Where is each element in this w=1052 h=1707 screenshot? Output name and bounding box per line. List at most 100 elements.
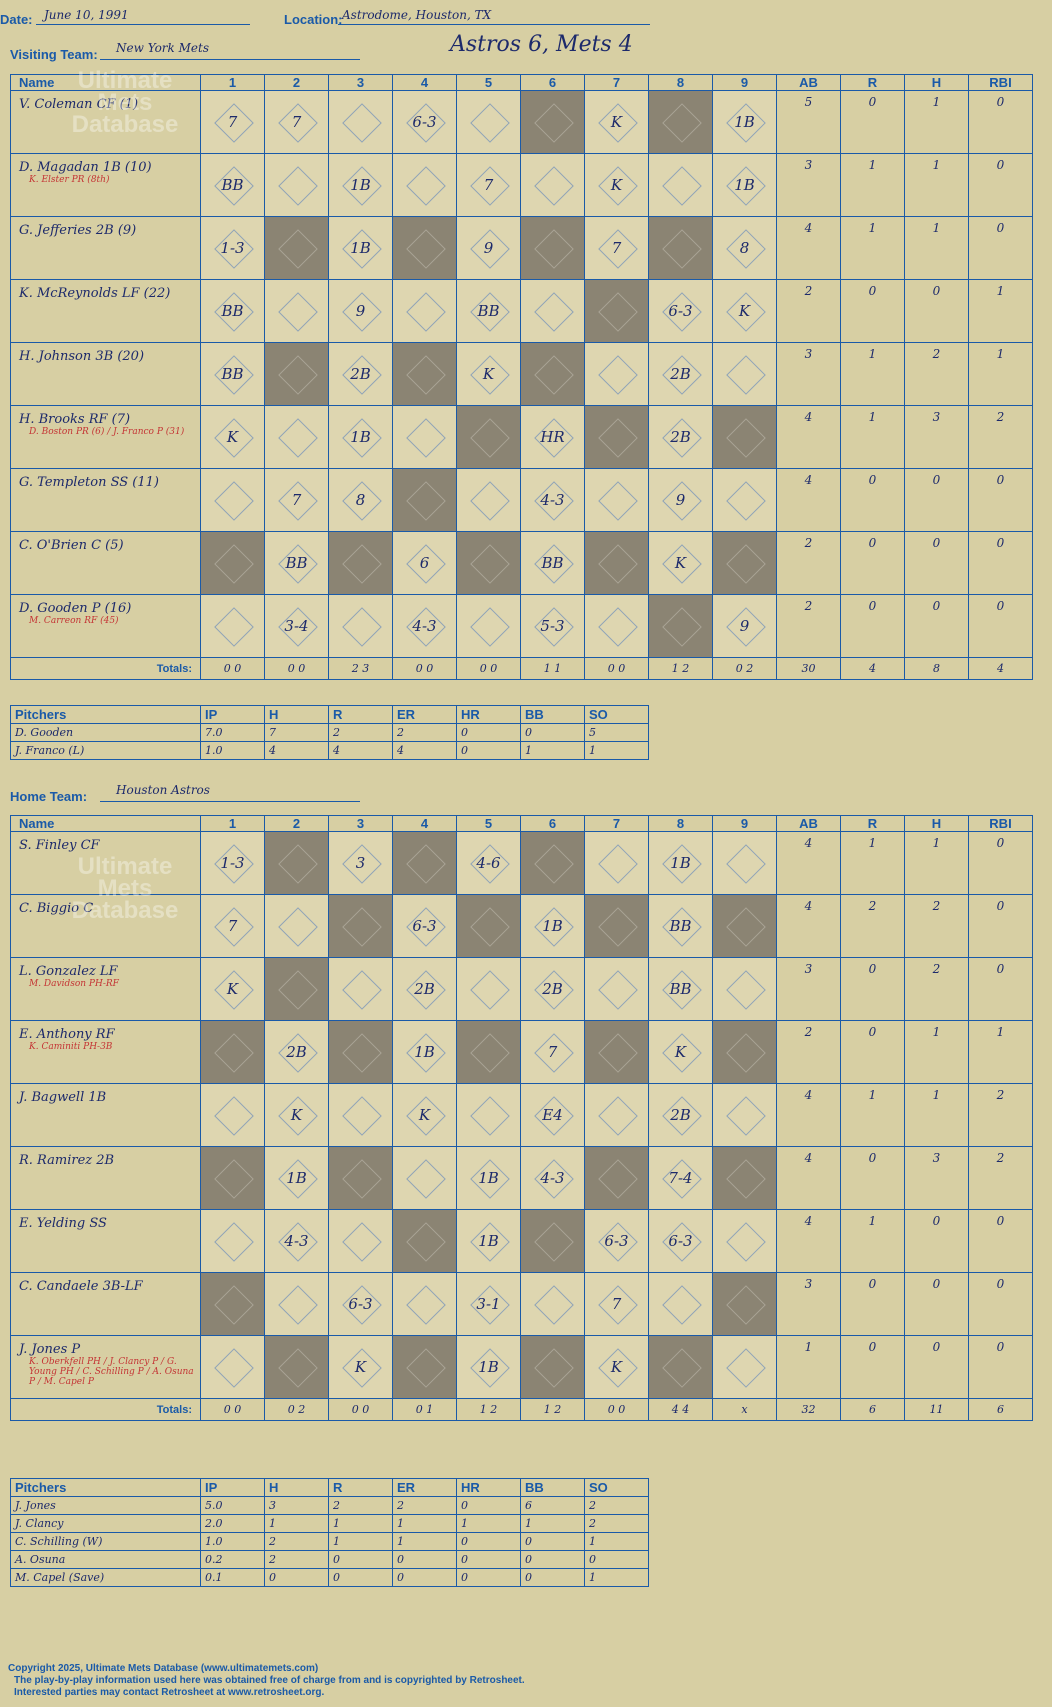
diamond-icon: [405, 229, 446, 269]
diamond-icon: [597, 607, 638, 647]
diamond-icon: [277, 970, 318, 1010]
inning-cell: 5-3: [520, 594, 585, 658]
player-name-cell: K. McReynolds LF (22): [10, 279, 201, 343]
pitcher-stat: 0: [456, 1496, 521, 1515]
inning-cell: 1B: [328, 216, 393, 280]
diamond-icon: [597, 844, 638, 884]
player-name: L. Gonzalez LF: [19, 964, 118, 979]
play-result: 1B: [542, 917, 563, 935]
inning-cell: [456, 1083, 521, 1147]
stat-total: 4: [968, 657, 1033, 680]
inning-cell: 1B: [328, 153, 393, 217]
play-result: K: [418, 1106, 431, 1124]
diamond-icon: [469, 907, 510, 947]
inning-cell: [392, 216, 457, 280]
play-result: 9: [483, 239, 494, 257]
vis-player-row: K. McReynolds LF (22) BB 9 BB 6-3 K 2 0 0 1: [10, 279, 1033, 343]
stat-cell: 4: [776, 1146, 841, 1210]
play-result: BB: [221, 302, 244, 320]
inning-cell: [328, 90, 393, 154]
stat-cell: 2: [904, 894, 969, 958]
pitchers-col-header: SO: [584, 1478, 649, 1497]
player-name: G. Jefferies 2B (9): [19, 223, 137, 238]
inning-cell: [328, 1083, 393, 1147]
play-result: BB: [285, 554, 308, 572]
inning-cell: [584, 1020, 649, 1084]
pitchers-col-header: R: [328, 1478, 393, 1497]
inning-cell: [264, 831, 329, 895]
inning-cell: [264, 894, 329, 958]
inning-cell: 7: [264, 468, 329, 532]
play-result: 7: [611, 239, 622, 257]
player-name-cell: C. Candaele 3B-LF: [10, 1272, 201, 1336]
play-result: 9: [675, 491, 686, 509]
player-substitute: M. Carreon RF (45): [29, 616, 119, 626]
diamond-icon: [213, 1033, 254, 1073]
inning-cell: 1-3: [200, 216, 265, 280]
play-result: 2B: [670, 428, 691, 446]
stat-cell: 4: [776, 1083, 841, 1147]
player-substitute: K. Oberkfell PH / J. Clancy P / G. Young…: [29, 1357, 194, 1387]
location-underline: [338, 24, 650, 25]
play-result: 1B: [670, 854, 691, 872]
play-result: 4-3: [412, 617, 437, 635]
player-name: V. Coleman CF (1): [19, 97, 139, 112]
stat-cell: 1: [840, 1083, 905, 1147]
stat-cell: 3: [904, 1146, 969, 1210]
pitcher-row: D. Gooden 7.0 7 2 2 0 0 5: [10, 723, 649, 742]
inning-cell: 6-3: [392, 90, 457, 154]
stat-cell: 1: [840, 405, 905, 469]
home-player-row: C. Candaele 3B-LF 6-3 3-1 7 3 0 0 0: [10, 1272, 1033, 1336]
diamond-icon: [533, 1348, 574, 1388]
play-result: 3-4: [284, 617, 309, 635]
diamond-icon: [533, 292, 574, 332]
inning-cell: 1B: [456, 1146, 521, 1210]
play-result: K: [610, 113, 623, 131]
inning-cell: [584, 894, 649, 958]
home-col-header: 5: [456, 815, 521, 832]
location-label: Location:: [284, 12, 343, 27]
play-result: 4-3: [540, 491, 565, 509]
stat-cell: 0: [840, 531, 905, 595]
play-result: 1B: [350, 239, 371, 257]
inning-cell: [712, 1083, 777, 1147]
diamond-icon: [469, 481, 510, 521]
diamond-icon: [405, 292, 446, 332]
play-result: 4-6: [476, 854, 501, 872]
stat-cell: 1: [776, 1335, 841, 1399]
stat-cell: 4: [776, 468, 841, 532]
vis-col-header: 9: [712, 74, 777, 91]
visiting-team-label: Visiting Team:: [10, 47, 98, 62]
inning-cell: BB: [200, 279, 265, 343]
inning-cell: 1B: [328, 405, 393, 469]
inning-cell: K: [648, 1020, 713, 1084]
pitcher-stat: 2: [328, 1496, 393, 1515]
watermark-logo-home: Ultimate Mets Database: [71, 853, 179, 924]
pitcher-stat: 1: [584, 1532, 649, 1551]
inning-cell: [520, 1272, 585, 1336]
home-col-header: 7: [584, 815, 649, 832]
inning-cell: BB: [456, 279, 521, 343]
stat-cell: 0: [968, 1272, 1033, 1336]
inning-total: 1 2: [520, 1398, 585, 1421]
pitchers-col-header: Pitchers: [10, 705, 201, 724]
play-result: 7: [227, 917, 238, 935]
inning-cell: 1B: [648, 831, 713, 895]
inning-cell: [200, 1083, 265, 1147]
home-col-header: H: [904, 815, 969, 832]
diamond-icon: [533, 229, 574, 269]
pitcher-stat: 1.0: [200, 741, 265, 760]
inning-cell: [584, 1083, 649, 1147]
player-name-cell: D. Magadan 1B (10) K. Elster PR (8th): [10, 153, 201, 217]
diamond-icon: [469, 970, 510, 1010]
play-result: 1B: [478, 1232, 499, 1250]
diamond-icon: [405, 1222, 446, 1262]
pitcher-row: M. Capel (Save) 0.1 0 0 0 0 0 1: [10, 1568, 649, 1587]
inning-cell: [392, 405, 457, 469]
home-col-header: Name: [10, 815, 201, 832]
inning-cell: [456, 405, 521, 469]
inning-cell: 1B: [456, 1209, 521, 1273]
play-result: BB: [669, 917, 692, 935]
stat-cell: 3: [904, 405, 969, 469]
diamond-icon: [725, 1285, 766, 1325]
